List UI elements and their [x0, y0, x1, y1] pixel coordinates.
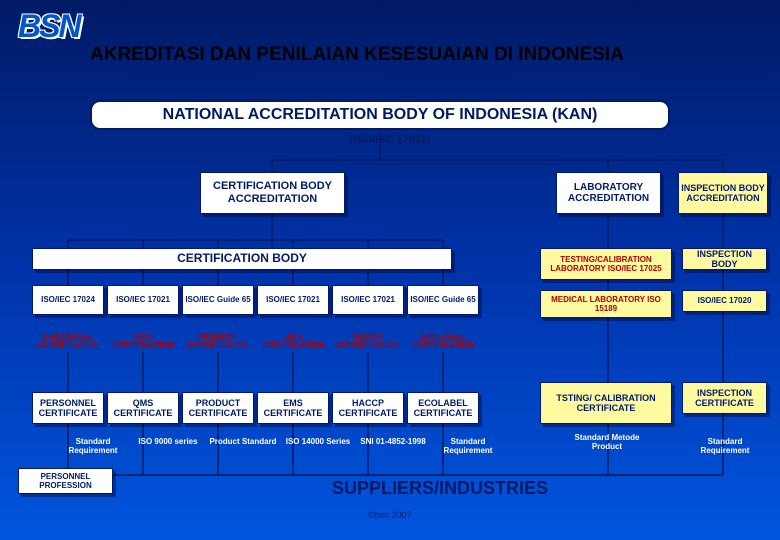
iso-4: ISO/IEC 17021 — [332, 285, 404, 315]
iso-0: ISO/IEC 17024 — [32, 285, 104, 315]
iso-3: ISO/IEC 17021 — [257, 285, 329, 315]
testing-lab: TESTING/CALIBRATION LABORATORY ISO/IEC 1… — [540, 248, 672, 280]
page-title: AKREDITASI DAN PENILAIAN KESESUAIAN DI I… — [90, 44, 624, 66]
lbl-prodstd: Product Standard — [208, 438, 278, 447]
insp-body-accred: INSPECTION BODY ACCREDITATION — [678, 172, 768, 214]
insp-body: INSPECTION BODY — [682, 248, 767, 270]
kan-subtitle: (ISO/IEC 17011) — [0, 134, 780, 146]
iso-2: ISO/IEC Guide 65 — [182, 285, 254, 315]
lbl-stdmetode: Standard Metode Product — [572, 434, 642, 452]
personnel-profession: PERSONNEL PROFESSION — [18, 468, 113, 494]
footer-copyright: ©bsn 2007 — [0, 510, 780, 520]
lbl-stdreq2: Standard Requirement — [433, 438, 503, 456]
lbl-sni: SNI 01-4852-1998 — [358, 438, 428, 447]
insp-certificate: INSPECTION CERTIFICATE — [682, 382, 767, 414]
cert-0: PERSONNEL CERTIFICATION — [32, 330, 104, 352]
certificate-1: QMS CERTIFICATE — [107, 392, 179, 424]
cert-3: EMS CERTIFICATION — [257, 330, 329, 352]
lbl-stdreq3: Standard Requirement — [690, 438, 760, 456]
certificate-0: PERSONNEL CERTIFICATE — [32, 392, 104, 424]
iso-17020: ISO/IEC 17020 — [682, 290, 767, 312]
cert-body-accred: CERTIFICATION BODY ACCREDITATION — [200, 172, 345, 214]
certificate-3: EMS CERTIFICATE — [257, 392, 329, 424]
lbl-iso14000: ISO 14000 Series — [283, 438, 353, 447]
cert-2: PRODUCT CERTIFICATION — [182, 330, 254, 352]
cert-5: ECOLABEL CERTIFICATION — [407, 330, 479, 352]
kan-box: NATIONAL ACCREDITATION BODY OF INDONESIA… — [90, 100, 670, 130]
cert-1: QMS CERTIFICATION — [107, 330, 179, 352]
logo: BSN — [18, 8, 80, 45]
lab-accred: LABORATORY ACCREDITATION — [556, 172, 661, 214]
med-lab: MEDICAL LABORATORY ISO 15189 — [540, 290, 672, 318]
test-certificate: TSTING/ CALIBRATION CERTIFICATE — [540, 382, 672, 424]
cert-4: HACCP CERTIFICATION — [332, 330, 404, 352]
certificate-2: PRODUCT CERTIFICATE — [182, 392, 254, 424]
lbl-iso9000: ISO 9000 series — [133, 438, 203, 447]
kan-title: NATIONAL ACCREDITATION BODY OF INDONESIA… — [92, 106, 668, 124]
iso-5: ISO/IEC Guide 65 — [407, 285, 479, 315]
cert-body: CERTIFICATION BODY — [32, 248, 452, 270]
certificate-5: ECOLABEL CERTIFICATE — [407, 392, 479, 424]
iso-1: ISO/IEC 17021 — [107, 285, 179, 315]
lbl-stdreq: Standard Requirement — [58, 438, 128, 456]
suppliers-industries: SUPPLIERS/INDUSTRIES — [250, 478, 630, 499]
certificate-4: HACCP CERTIFICATE — [332, 392, 404, 424]
